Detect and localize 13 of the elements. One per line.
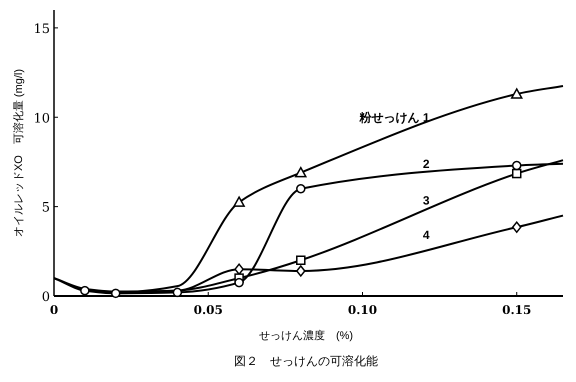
x-tick-label: 0.10 — [348, 303, 378, 317]
series-label: 3 — [422, 194, 430, 208]
x-tick-label: 0.05 — [194, 303, 223, 317]
x-tick-label: 0.15 — [502, 303, 532, 317]
y-tick-label: 15 — [33, 22, 50, 37]
y-axis-title: オイルレッドXO 可溶化量 (mg/l) — [12, 68, 25, 238]
series-label: 2 — [422, 156, 430, 171]
y-tick-label: 10 — [33, 111, 50, 126]
x-axis-title: せっけん濃度 (%) — [258, 329, 354, 342]
caption: 図２ せっけんの可溶化能 — [234, 354, 378, 368]
y-tick-label: 0 — [42, 290, 50, 305]
y-tick-label: 5 — [42, 200, 50, 216]
series-label: 4 — [422, 228, 430, 242]
